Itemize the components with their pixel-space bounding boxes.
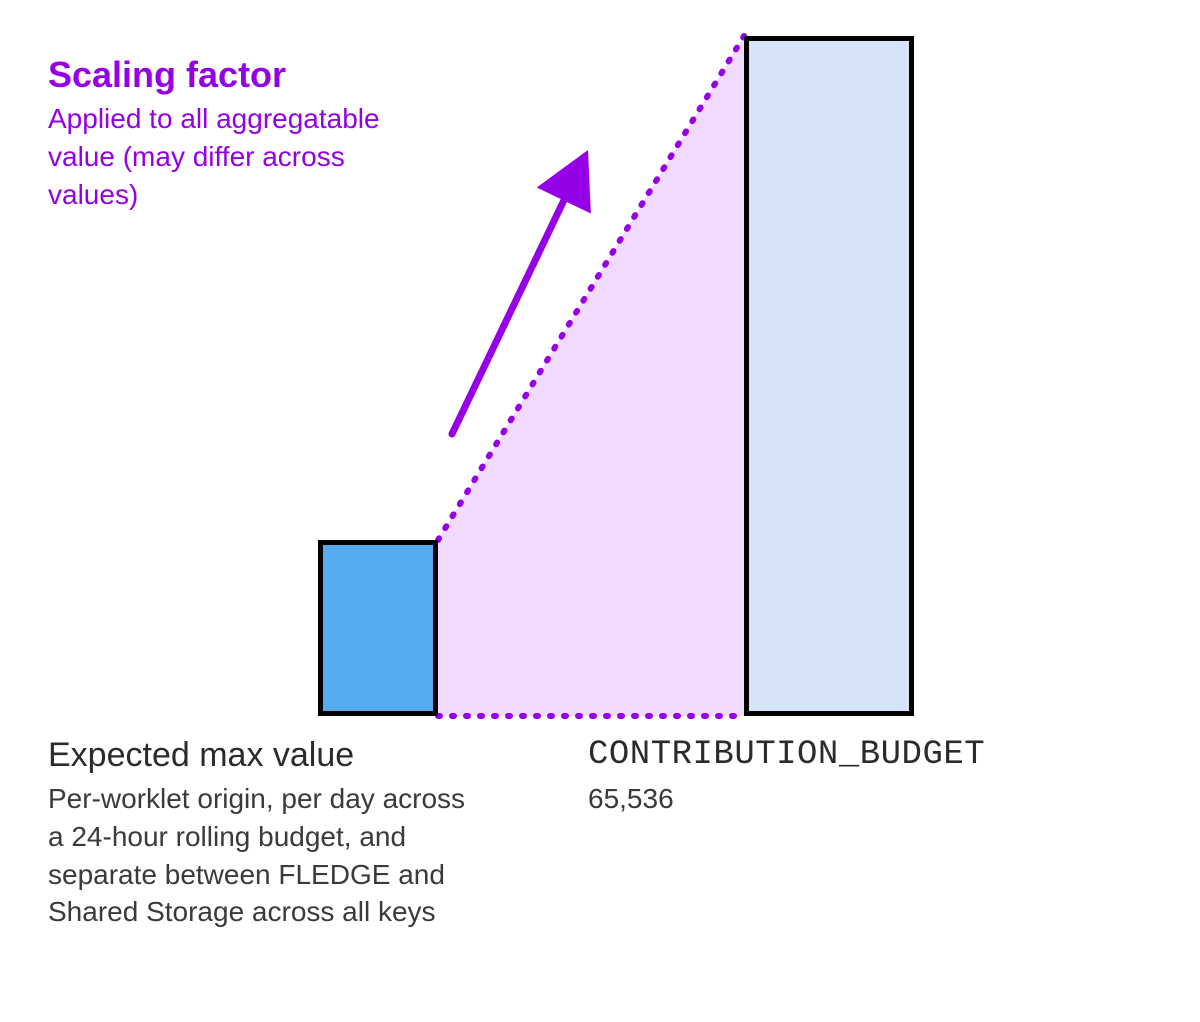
diagram-canvas: Scaling factor Applied to all aggregatab… bbox=[0, 0, 1200, 1022]
contribution-budget-value: 65,536 bbox=[588, 780, 674, 818]
expected-max-value-description: Per-worklet origin, per day across a 24-… bbox=[48, 780, 478, 931]
contribution-budget-title: CONTRIBUTION_BUDGET bbox=[588, 736, 985, 774]
expected-max-value-title: Expected max value bbox=[48, 736, 354, 775]
scaling-factor-subtitle: Applied to all aggregatable value (may d… bbox=[48, 100, 423, 213]
scaling-factor-title: Scaling factor bbox=[48, 54, 286, 96]
